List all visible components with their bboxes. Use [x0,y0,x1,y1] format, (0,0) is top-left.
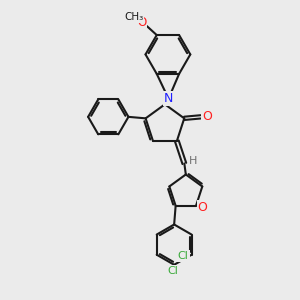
Text: O: O [198,201,208,214]
Text: H: H [188,156,197,166]
Text: O: O [202,110,212,123]
Text: N: N [164,92,173,105]
Text: Cl: Cl [167,266,178,276]
Text: O: O [137,16,146,29]
Text: Cl: Cl [178,251,189,261]
Text: CH₃: CH₃ [124,12,143,22]
